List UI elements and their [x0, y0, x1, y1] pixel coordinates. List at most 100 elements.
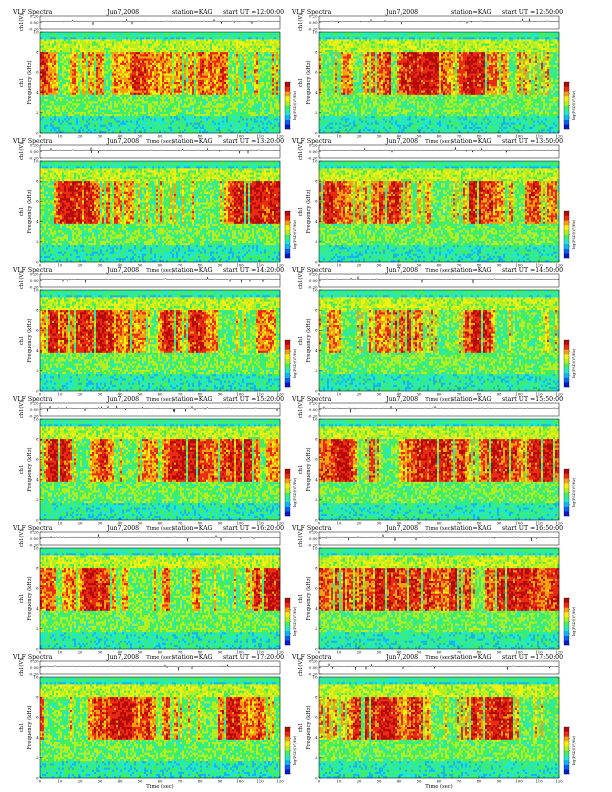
- time-tick-label: 90: [497, 779, 502, 784]
- frequency-tick-label: 4: [36, 477, 39, 482]
- frequency-tick-label: 8: [315, 179, 318, 184]
- figure-header-start-ut: start UT =13:50:00: [502, 138, 563, 145]
- frequency-tick-label: 4: [315, 606, 318, 611]
- frequency-tick-label: 4: [36, 348, 39, 353]
- time-tick-label: 20: [78, 650, 83, 655]
- time-tick-label: 110: [535, 779, 543, 784]
- figure-header-station: station=KAG: [451, 138, 492, 145]
- spectrogram-figure: VLF Spectra Jun7,2008 station=KAG start UT …: [291, 525, 576, 661]
- time-tick-label: 10: [337, 134, 342, 139]
- waveform-y-label: ch1(V): [297, 272, 304, 289]
- waveform-frame: [40, 274, 280, 287]
- frequency-tick-label: 4: [36, 90, 39, 95]
- time-tick-label: 50: [417, 779, 422, 784]
- figure-header-station: station=KAG: [451, 525, 492, 532]
- frequency-tick-label: 10: [34, 158, 39, 163]
- waveform-y-label: ch1(V): [297, 659, 304, 676]
- frequency-tick-label: 6: [315, 70, 318, 75]
- time-tick-label: 20: [78, 779, 83, 784]
- time-tick-label: 50: [138, 779, 143, 784]
- colorbar-label: log(PSD)(V²/Hz): [572, 735, 576, 765]
- spectrogram-image: [319, 548, 559, 649]
- channel-label: ch1: [298, 465, 304, 475]
- waveform-y-tick-label: 0.20: [309, 142, 318, 147]
- waveform-y-tick-label: 0.00: [30, 536, 39, 541]
- waveform-y-label: ch1(V): [18, 272, 25, 289]
- colorbar-label: log(PSD)(V²/Hz): [572, 477, 576, 507]
- frequency-tick-label: 8: [36, 437, 39, 442]
- frequency-tick-label: 2: [315, 497, 318, 502]
- colorbar-label: log(PSD)(V²/Hz): [293, 477, 297, 507]
- time-tick-label: 60: [158, 134, 163, 139]
- frequency-axis-label: Frequency (kHz): [26, 576, 33, 620]
- time-tick-label: 10: [337, 779, 342, 784]
- colorbar-label: log(PSD)(V²/Hz): [293, 219, 297, 249]
- colorbar-label: log(PSD)(V²/Hz): [572, 219, 576, 249]
- spectrogram-image: [319, 161, 559, 262]
- waveform-frame: [40, 661, 280, 674]
- spectrogram-image: [319, 419, 559, 520]
- figure-header-date: Jun7,2008: [106, 9, 139, 16]
- spectrogram-figure: VLF Spectra Jun7,2008 station=KAG start UT …: [12, 525, 297, 661]
- frequency-tick-label: 10: [313, 287, 318, 292]
- channel-label: ch1: [298, 207, 304, 217]
- spectrogram-figure: VLF Spectra Jun7,2008 station=KAG start UT …: [12, 654, 297, 790]
- waveform-y-label: ch1(V): [297, 143, 304, 160]
- frequency-tick-label: 10: [34, 29, 39, 34]
- time-tick-label: 30: [98, 134, 103, 139]
- time-tick-label: 70: [457, 779, 462, 784]
- spectrogram-figure: VLF Spectra Jun7,2008 station=KAG start UT …: [291, 396, 576, 532]
- frequency-axis-label: Frequency (kHz): [305, 60, 312, 104]
- waveform-y-tick-label: 0.00: [309, 536, 318, 541]
- figure-header-date: Jun7,2008: [106, 267, 139, 274]
- waveform-y-label: ch1(V): [18, 143, 25, 160]
- waveform-y-label: ch1(V): [297, 14, 304, 31]
- spectrogram-figure: VLF Spectra Jun7,2008 station=KAG start UT …: [12, 267, 297, 403]
- colorbar: [564, 211, 570, 258]
- frequency-axis-label: Frequency (kHz): [26, 705, 33, 749]
- time-tick-label: 10: [337, 650, 342, 655]
- figure-header-start-ut: start UT =17:20:00: [223, 654, 284, 661]
- time-tick-label: 80: [198, 779, 203, 784]
- time-tick-label: 30: [377, 521, 382, 526]
- time-tick-label: 30: [98, 392, 103, 397]
- spectrogram-image: [40, 548, 280, 649]
- waveform-y-tick-label: 0.20: [309, 658, 318, 663]
- figure-header-station: station=KAG: [451, 267, 492, 274]
- frequency-tick-label: 8: [315, 50, 318, 55]
- colorbar: [285, 469, 291, 516]
- frequency-tick-label: 8: [315, 695, 318, 700]
- frequency-tick-label: 10: [34, 416, 39, 421]
- time-tick-label: 60: [437, 779, 442, 784]
- time-axis-label: Time (sec): [425, 138, 452, 145]
- channel-label: ch1: [19, 336, 25, 346]
- figure-header-date: Jun7,2008: [385, 267, 418, 274]
- spectrogram-figure: VLF Spectra Jun7,2008 station=KAG start UT …: [291, 138, 576, 274]
- time-tick-label: 20: [357, 263, 362, 268]
- frequency-axis-label: Frequency (kHz): [26, 60, 33, 104]
- time-tick-label: 20: [357, 779, 362, 784]
- frequency-tick-label: 2: [36, 755, 39, 760]
- time-axis-label: Time (sec): [425, 267, 452, 274]
- figure-header-station: station=KAG: [451, 9, 492, 16]
- time-tick-label: 30: [377, 779, 382, 784]
- waveform-y-tick-label: 0.00: [30, 20, 39, 25]
- frequency-tick-label: 6: [36, 199, 39, 204]
- time-tick-label: 60: [158, 779, 163, 784]
- time-tick-label: 100: [236, 779, 244, 784]
- waveform-y-tick-label: 0.20: [309, 13, 318, 18]
- waveform-frame: [319, 16, 559, 29]
- time-tick-label: 0: [318, 779, 321, 784]
- time-tick-label: 10: [337, 521, 342, 526]
- frequency-tick-label: 6: [315, 457, 318, 462]
- time-axis-label: Time (sec): [146, 654, 173, 661]
- frequency-tick-label: 2: [315, 239, 318, 244]
- frequency-tick-label: 6: [36, 586, 39, 591]
- figure-header-station: station=KAG: [172, 9, 213, 16]
- channel-label: ch1: [298, 78, 304, 88]
- time-axis-label: Time (sec): [425, 525, 452, 532]
- frequency-tick-label: 2: [36, 239, 39, 244]
- time-axis-label: Time (sec): [146, 396, 173, 403]
- frequency-tick-label: 6: [315, 328, 318, 333]
- spectrogram-image: [40, 161, 280, 262]
